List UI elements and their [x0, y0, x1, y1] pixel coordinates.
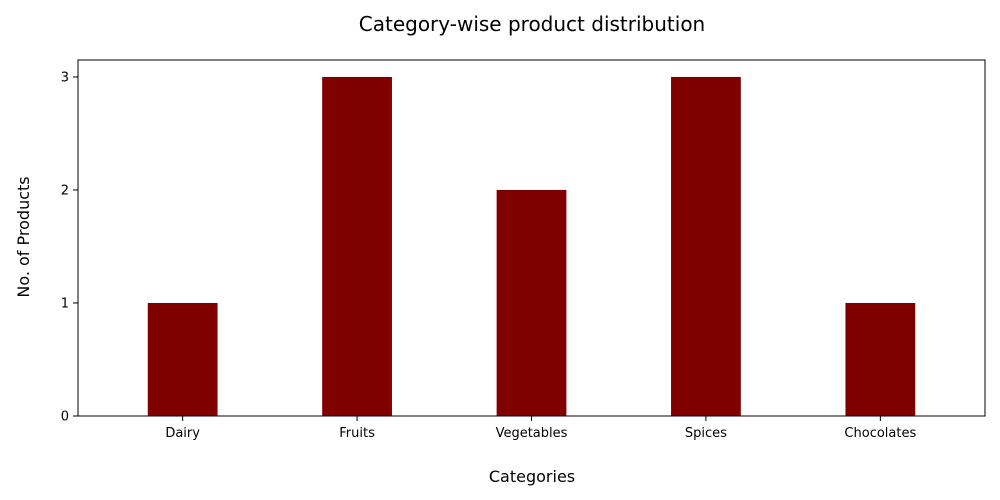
y-tick-label: 0 [61, 410, 69, 425]
x-tick-label: Vegetables [496, 426, 568, 441]
bar-dairy [147, 302, 218, 416]
y-axis-ticks: 0 1 2 3 [61, 70, 78, 425]
y-tick-label: 2 [61, 183, 69, 198]
x-tick-label: Chocolates [844, 426, 916, 441]
x-axis-label: Categories [489, 467, 575, 486]
x-tick-label: Spices [685, 426, 727, 441]
y-tick-label: 3 [61, 70, 69, 85]
x-tick-label: Dairy [165, 426, 200, 441]
y-tick-label: 1 [61, 296, 69, 311]
bar-spices [671, 76, 741, 416]
y-axis-label: No. of Products [14, 176, 33, 297]
chart-title: Category-wise product distribution [359, 12, 705, 36]
bars-group [147, 76, 916, 416]
x-axis-ticks: Dairy Fruits Vegetables Spices Chocolates [165, 416, 916, 441]
bar-fruits [322, 76, 392, 416]
bar-chocolates [845, 302, 916, 416]
plot-frame [77, 59, 986, 417]
bar-vegetables [496, 189, 567, 416]
x-tick-label: Fruits [339, 426, 375, 441]
